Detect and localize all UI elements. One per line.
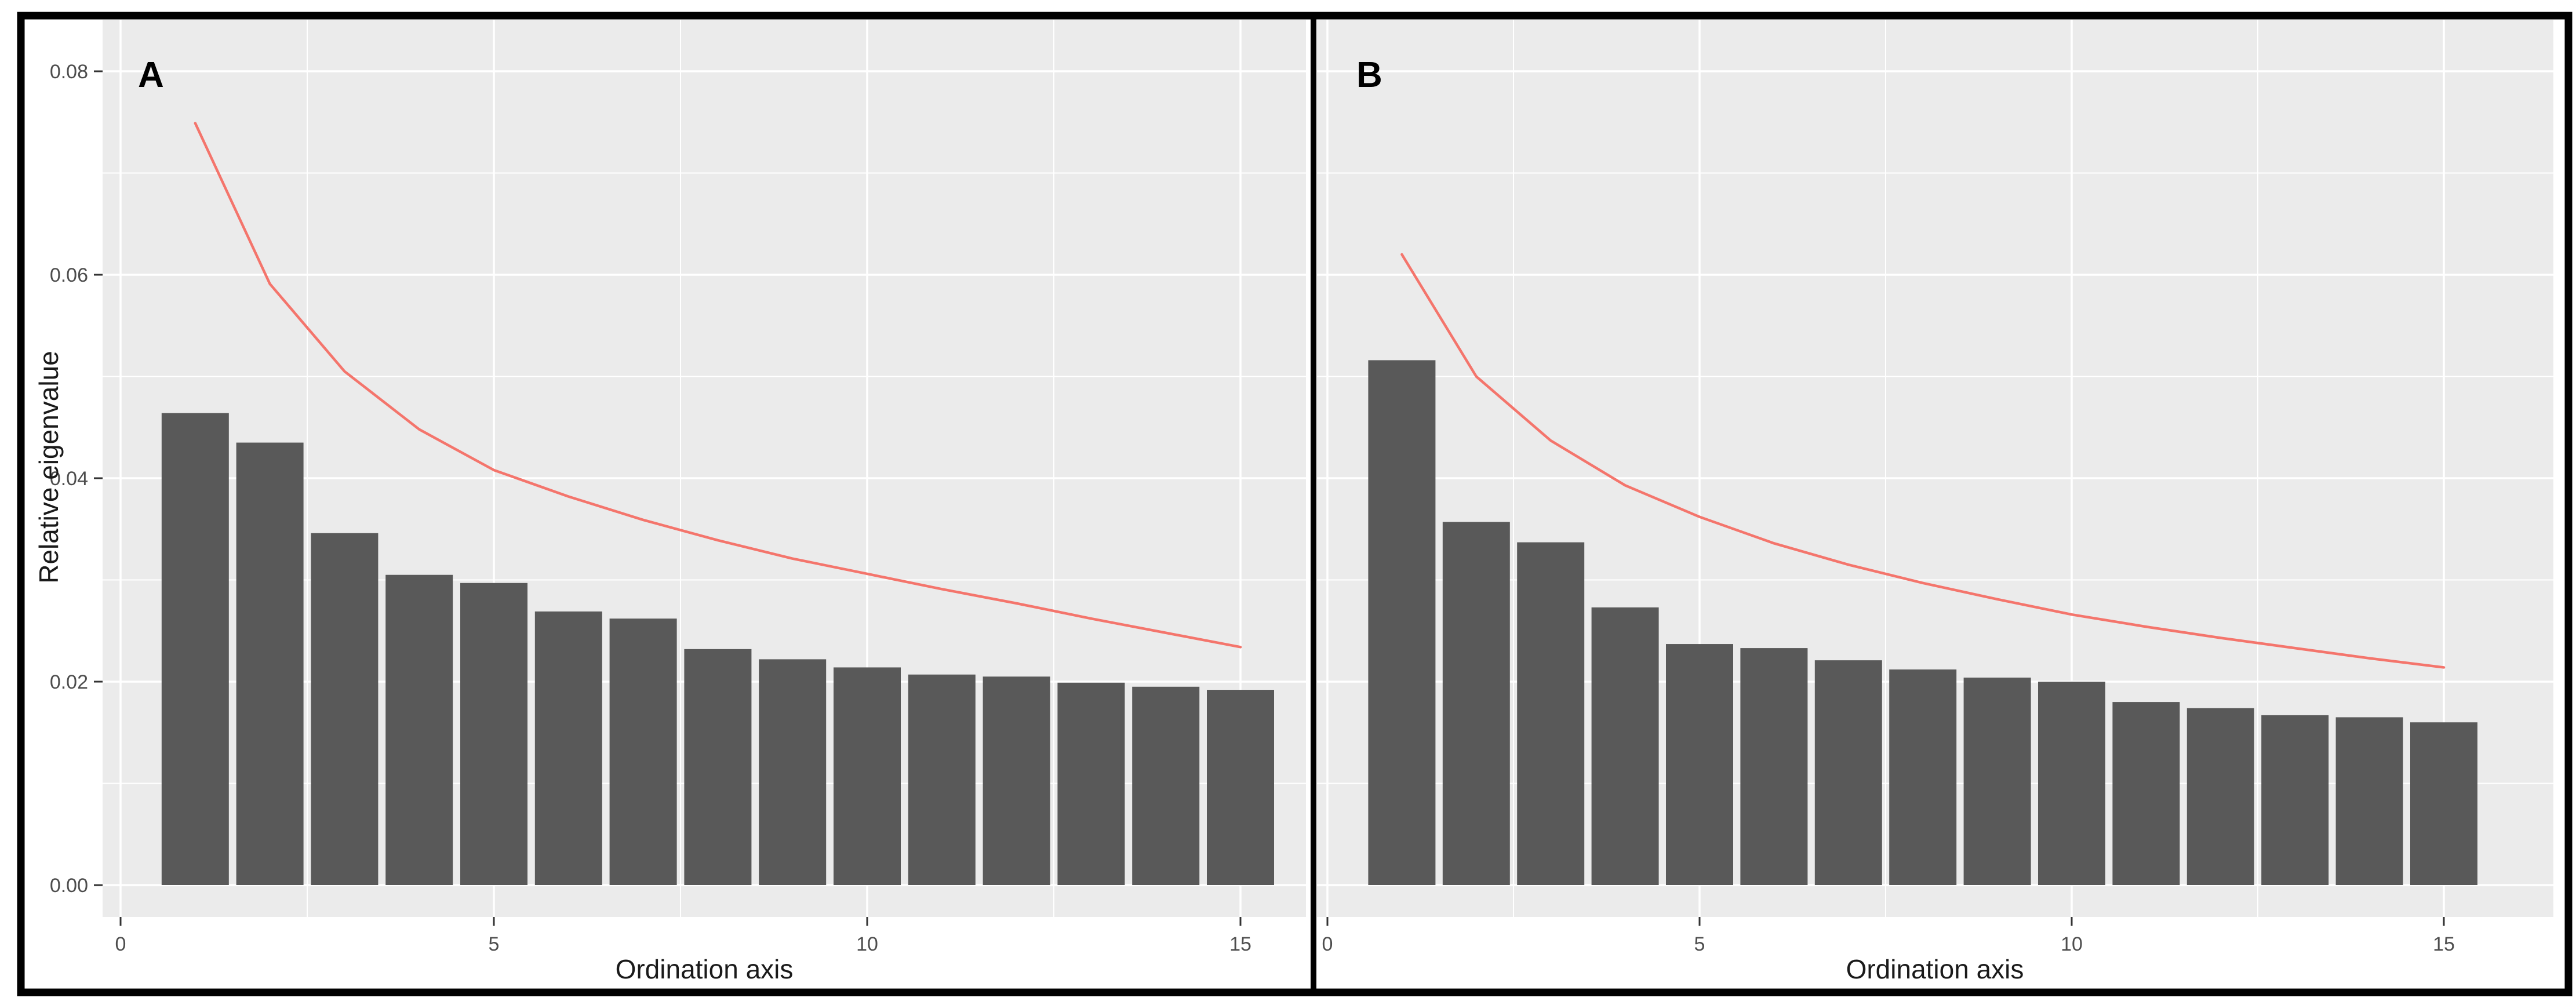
broken-stick-line [1400, 253, 2446, 669]
eigenvalue-bar [1889, 669, 1957, 885]
panel-label: B [1356, 55, 1382, 95]
x-tick-label: 15 [1229, 933, 1251, 955]
eigenvalue-bar [983, 676, 1050, 885]
x-tick-label: 10 [856, 933, 878, 955]
eigenvalue-bar [1207, 690, 1274, 885]
eigenvalue-bar [161, 413, 229, 885]
eigenvalue-bar [1057, 682, 1125, 885]
panel-a: 0 5 10 15 0.00 0.02 0.04 0.06 0.08 Ordination axi… [34, 20, 1306, 984]
eigenvalue-bar [460, 583, 527, 885]
eigenvalue-bar [1963, 677, 2031, 885]
y-tick-label: 0.02 [50, 671, 88, 693]
y-tick-label: 0.00 [50, 875, 88, 897]
eigenvalue-bar [2112, 702, 2180, 885]
y-tick-label: 0.08 [50, 61, 88, 83]
panel-label: A [138, 55, 164, 95]
x-axis-title: Ordination axis [616, 954, 794, 984]
x-axis-title: Ordination axis [1846, 954, 2024, 984]
eigenvalue-bar [236, 442, 304, 885]
eigenvalue-bar [534, 611, 602, 885]
x-tick-label: 5 [1694, 933, 1705, 955]
y-tick-label: 0.06 [50, 264, 88, 286]
eigenvalue-bar [908, 674, 976, 885]
eigenvalue-bar [1740, 648, 1808, 885]
x-tick-label: 10 [2061, 933, 2083, 955]
eigenvalue-bar [1591, 607, 1659, 885]
eigenvalue-bar [1517, 542, 1585, 885]
panel-b: 0 5 10 15 Ordination axis B [1317, 20, 2553, 984]
eigenvalue-bar [311, 533, 379, 885]
eigenvalue-bar [609, 618, 677, 885]
y-tick-label: 0.04 [50, 468, 88, 490]
x-tick-label: 5 [489, 933, 500, 955]
x-tick-label: 0 [1322, 933, 1333, 955]
eigenvalue-bar [1442, 522, 1510, 885]
x-tick-label: 15 [2433, 933, 2455, 955]
eigenvalue-bar [759, 659, 827, 885]
eigenvalue-bar [2335, 717, 2403, 885]
figure-border [17, 12, 2573, 996]
eigenvalue-bar [1814, 660, 1882, 885]
broken-stick-line [194, 122, 1242, 649]
eigenvalue-bar [1368, 360, 1436, 885]
eigenvalue-bar [1132, 686, 1200, 885]
y-axis-title: Relative eigenvalue [34, 351, 64, 584]
eigenvalue-bar [385, 574, 453, 885]
eigenvalue-bar [684, 649, 752, 885]
eigenvalue-bar [2186, 708, 2254, 885]
eigenvalue-bar [2410, 722, 2477, 885]
eigenvalue-bar [2038, 682, 2105, 885]
eigenvalue-bar [834, 667, 901, 885]
x-tick-label: 0 [115, 933, 126, 955]
eigenvalue-bar [1666, 644, 1733, 885]
eigenvalue-bar [2261, 715, 2329, 885]
